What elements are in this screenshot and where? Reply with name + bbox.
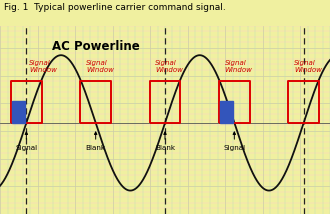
Text: Signal
Window: Signal Window xyxy=(29,59,57,73)
Text: Signal
Window: Signal Window xyxy=(86,59,114,73)
Text: Blank: Blank xyxy=(85,146,106,152)
Text: Fig. 1  Typical powerline carrier command signal.: Fig. 1 Typical powerline carrier command… xyxy=(4,3,226,12)
Text: Signal
Window: Signal Window xyxy=(155,59,183,73)
Text: Signal
Window: Signal Window xyxy=(294,59,322,73)
Text: AC Powerline: AC Powerline xyxy=(52,40,140,53)
Bar xyxy=(12,101,25,123)
Text: Signal: Signal xyxy=(223,146,246,152)
Text: Signal
Window: Signal Window xyxy=(225,59,252,73)
Bar xyxy=(220,101,233,123)
Text: Blank: Blank xyxy=(155,146,175,152)
Text: Signal: Signal xyxy=(15,146,37,152)
